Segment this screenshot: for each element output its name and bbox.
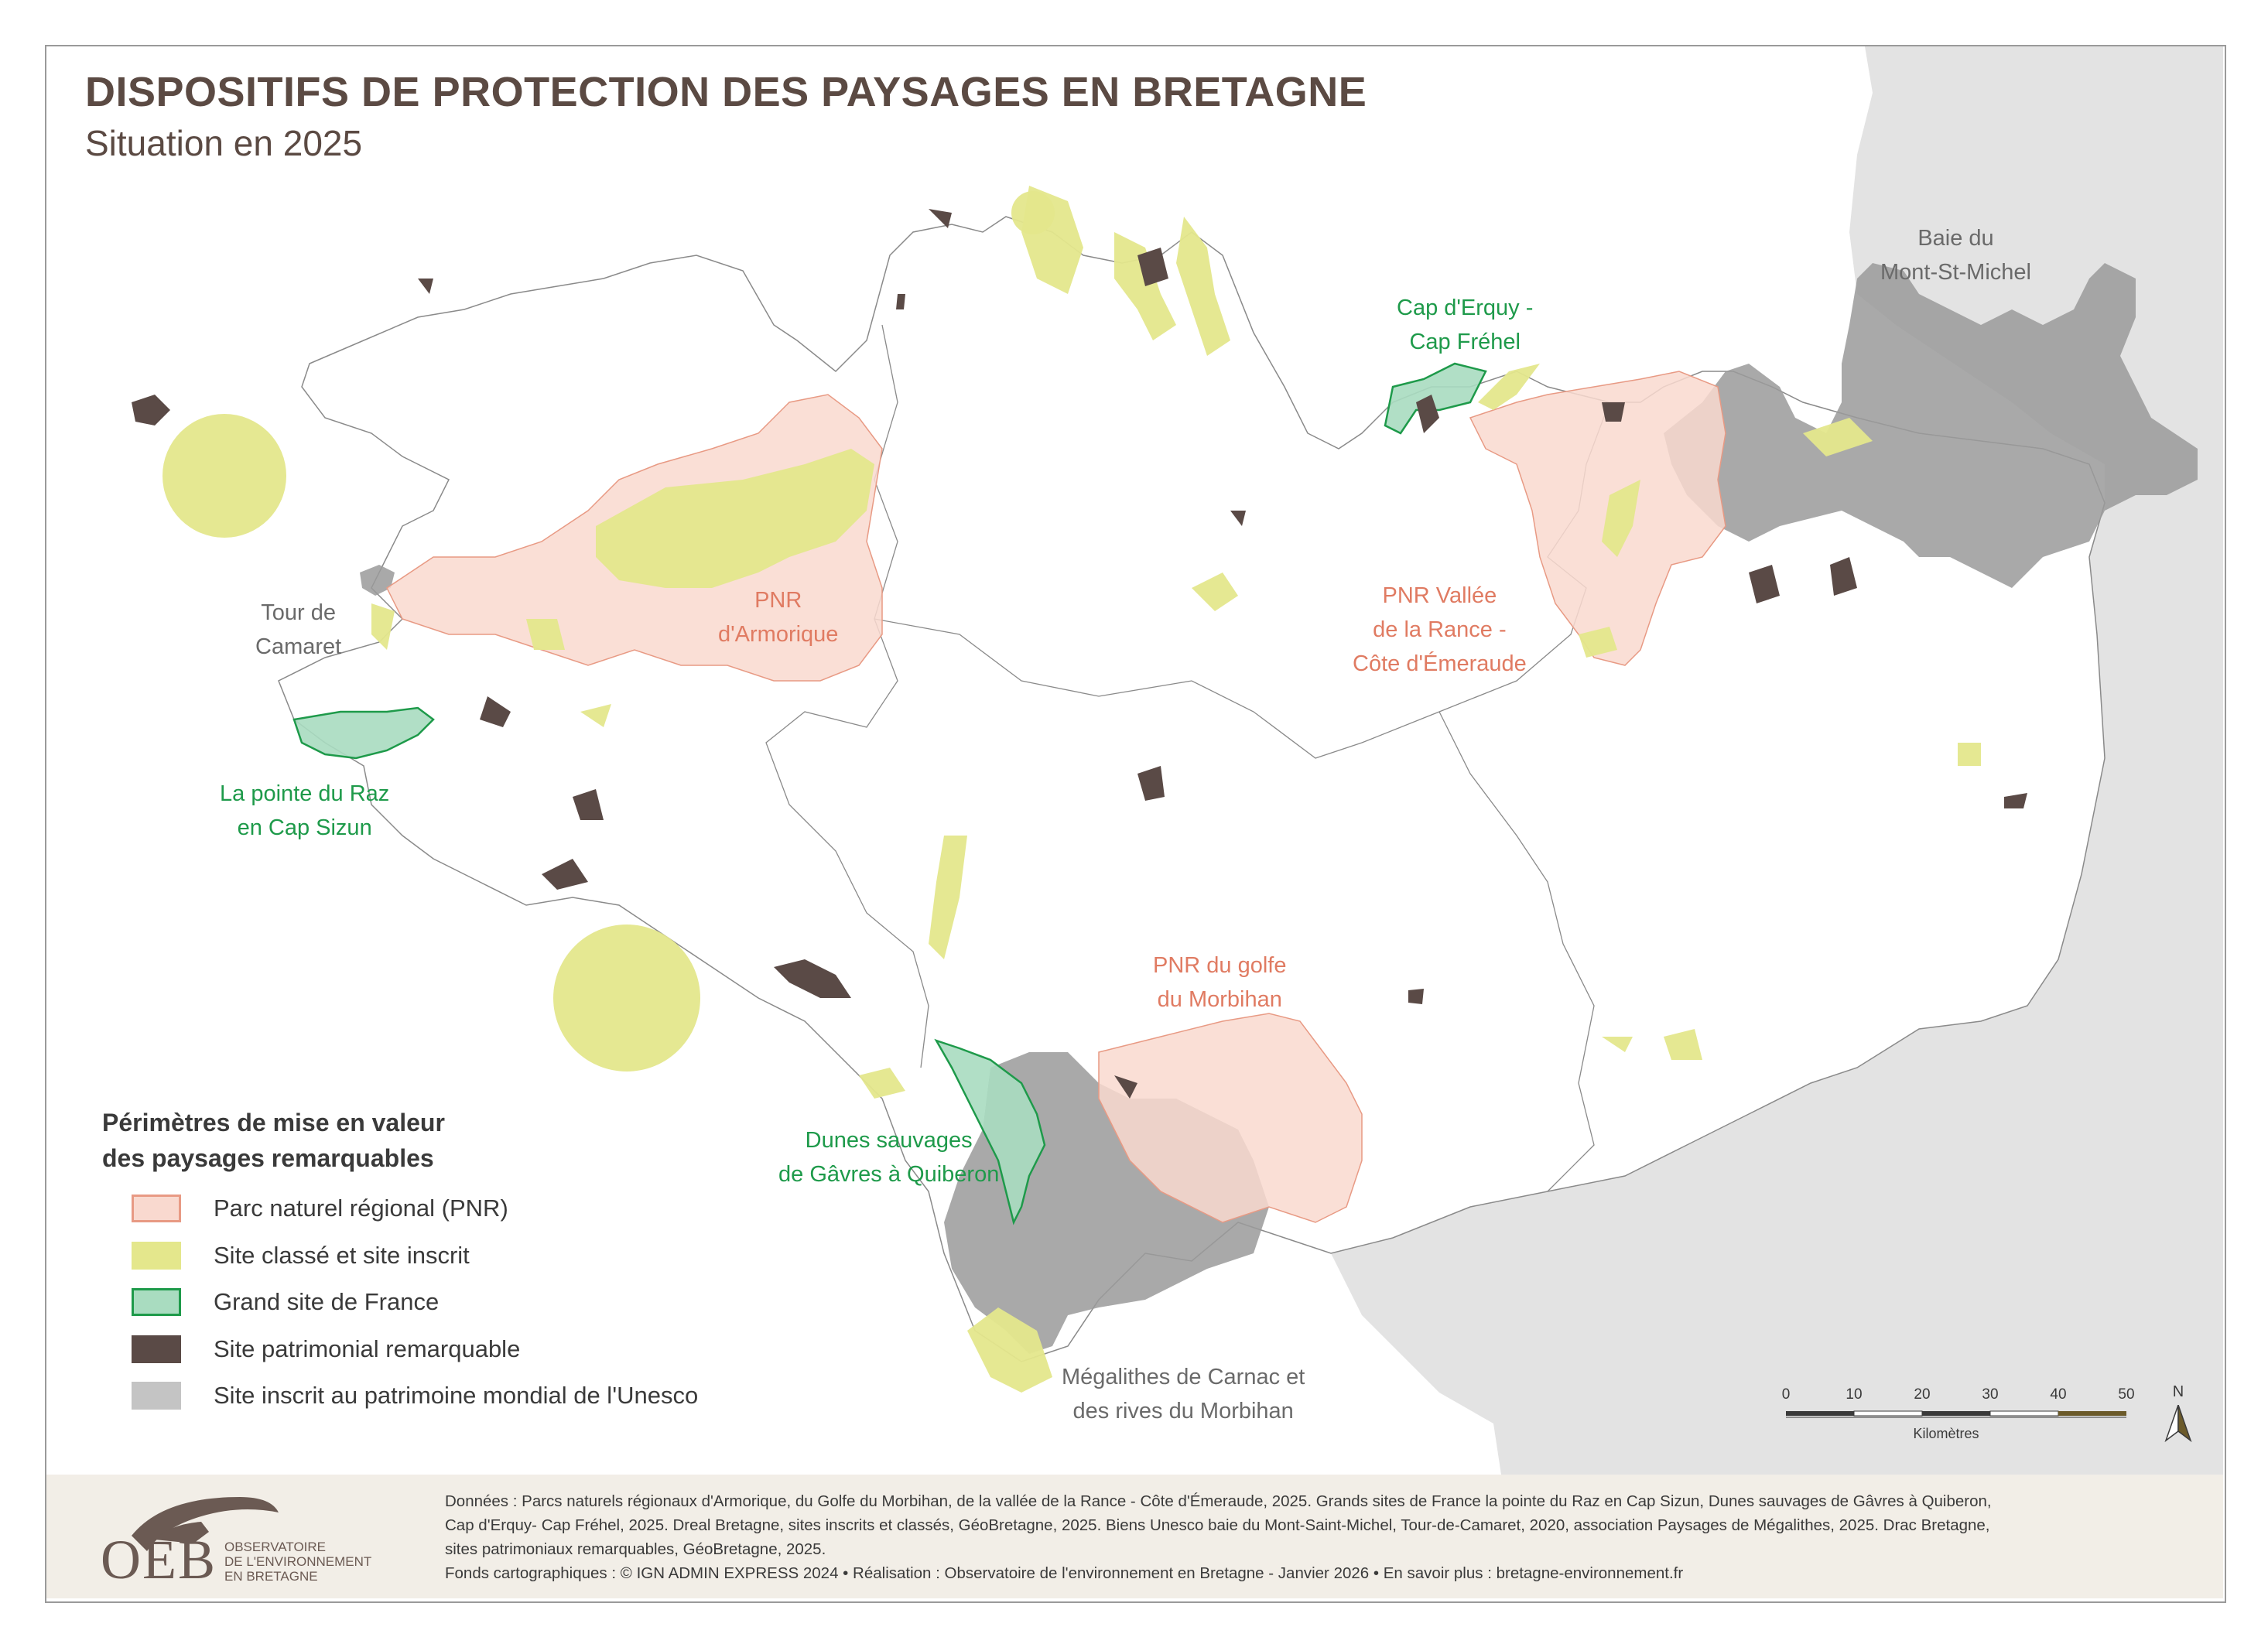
legend-item-unesco: Site inscrit au patrimoine mondial de l'… [132, 1380, 698, 1411]
scale-tick: 30 [1982, 1386, 1999, 1403]
map-subtitle: Situation en 2025 [85, 123, 363, 163]
legend-label: Parc naturel régional (PNR) [214, 1195, 508, 1222]
legend-label: Grand site de France [214, 1288, 440, 1315]
legend-item-pnr: Parc naturel régional (PNR) [132, 1193, 508, 1224]
scale-bar-graphic [1786, 1410, 2126, 1418]
legend-swatch-site-classe [132, 1242, 181, 1270]
footer-band [46, 1475, 2223, 1598]
sites-patrimoniaux-remarquables [132, 209, 2027, 1099]
unesco-tour-camaret [360, 565, 395, 596]
label-tour-camaret: Tour de Camaret [255, 600, 342, 659]
label-cap-erquy-frehel: Cap d'Erquy - Cap Fréhel [1397, 296, 1534, 354]
pnr-golfe-morbihan [1098, 1013, 1363, 1223]
grands-sites-de-france [292, 362, 1487, 1225]
sites-classes-inscrits [162, 186, 1981, 1393]
legend-label: Site inscrit au patrimoine mondial de l'… [214, 1382, 699, 1409]
unesco-baie-mont-st-michel [1664, 263, 2198, 588]
oeb-logo-text: OBSERVATOIRE DE L'ENVIRONNEMENT EN BRETA… [224, 1540, 372, 1584]
legend-swatch-grand-site [132, 1288, 181, 1316]
oeb-logo-mark [132, 1497, 279, 1551]
label-pointe-du-raz: La pointe du Raz en Cap Sizun [220, 781, 390, 840]
pnr-rance-emeraude [1469, 371, 1726, 666]
north-arrow: N [2159, 1383, 2198, 1445]
scale-tick: 40 [2050, 1386, 2067, 1403]
label-dunes-gavres-quiberon: Dunes sauvages de Gâvres à Quiberon [778, 1128, 1000, 1187]
scale-tick: 50 [2118, 1386, 2135, 1403]
credits-line: Données : Parcs naturels régionaux d'Arm… [445, 1492, 1992, 1510]
label-baie-mont-st-michel: Baie du Mont-St-Michel [1880, 226, 2031, 285]
legend-label: Site classé et site inscrit [214, 1242, 470, 1269]
label-pnr-armorique: PNR d'Armorique [718, 588, 839, 647]
legend-item-site-classe: Site classé et site inscrit [132, 1240, 470, 1271]
legend-swatch-pnr [132, 1195, 181, 1222]
scale-tick: 0 [1781, 1386, 1791, 1403]
scale-tick: 10 [1846, 1386, 1863, 1403]
north-letter: N [2172, 1383, 2184, 1400]
neighbour-region-east [1331, 46, 2223, 1475]
legend-title: Périmètres de mise en valeur des paysages… [102, 1109, 445, 1172]
map-title: DISPOSITIFS DE PROTECTION DES PAYSAGES E… [85, 69, 1367, 115]
legend-swatch-site-patrimonial [132, 1335, 181, 1363]
legend-swatch-unesco [132, 1382, 181, 1410]
credits-line: sites patrimoniaux remarquables, GéoBret… [445, 1540, 826, 1558]
legend-item-grand-site: Grand site de France [132, 1287, 439, 1318]
legend-label: Site patrimonial remarquable [214, 1335, 521, 1362]
credits-line: Cap d'Erquy- Cap Fréhel, 2025. Dreal Bre… [445, 1516, 1990, 1534]
north-arrow-icon [2164, 1405, 2192, 1443]
label-megalithes-carnac: Mégalithes de Carnac et des rives du Morb… [1062, 1365, 1305, 1424]
credits-line: Fonds cartographiques : © IGN ADMIN EXPR… [445, 1564, 1684, 1582]
label-pnr-golfe-morbihan: PNR du golfe du Morbihan [1153, 953, 1287, 1012]
scale-tick: 20 [1914, 1386, 1931, 1403]
oeb-logo-letters: OEB [101, 1529, 217, 1591]
credits-text: Données : Parcs naturels régionaux d'Arm… [445, 1489, 2194, 1585]
label-pnr-rance-emeraude: PNR Vallée de la Rance - Côte d'Émeraude [1353, 583, 1527, 676]
scale-unit-label: Kilomètres [1913, 1426, 1979, 1441]
legend-item-site-patrimonial: Site patrimonial remarquable [132, 1334, 520, 1365]
